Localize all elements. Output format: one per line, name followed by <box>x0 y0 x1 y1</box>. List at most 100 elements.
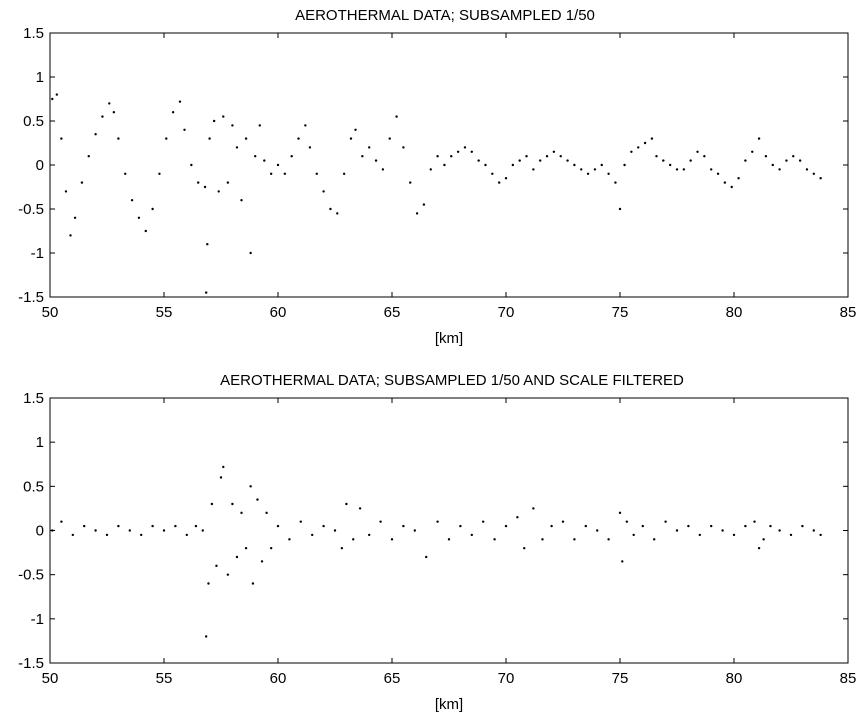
bottom-chart-data-point <box>219 476 223 479</box>
top-chart-data-point <box>415 212 419 215</box>
top-chart-data-point <box>101 115 104 118</box>
top-chart-data-point <box>73 216 77 219</box>
bottom-chart-data-point <box>596 529 599 532</box>
bottom-chart-data-point <box>819 533 822 537</box>
top-chart-data-point <box>349 137 353 140</box>
bottom-chart-data-point <box>470 533 473 537</box>
bottom-chart-data-point <box>276 524 280 528</box>
top-chart-data-point <box>703 155 706 158</box>
top-chart-data-point <box>497 181 501 184</box>
bottom-chart-x-tick-label: 60 <box>270 670 287 687</box>
top-chart-data-point <box>643 141 647 145</box>
top-chart-data-point <box>623 163 626 167</box>
bottom-chart-data-point <box>251 582 255 585</box>
bottom-chart-data-point <box>117 524 120 528</box>
top-chart-data-point <box>559 155 562 158</box>
top-chart-data-point <box>477 159 480 162</box>
bottom-chart-data-point <box>753 520 756 523</box>
top-chart-x-tick-label: 55 <box>156 304 173 321</box>
top-chart-data-point <box>108 102 111 105</box>
bottom-chart-y-tick-label: -0.5 <box>18 567 44 584</box>
bottom-chart-data-point <box>174 524 177 528</box>
bottom-chart-x-tick-label: 85 <box>840 670 857 687</box>
bottom-chart-data-point <box>698 533 701 537</box>
bottom-chart-data-point <box>215 564 218 568</box>
bottom-chart-data-point <box>710 524 713 528</box>
top-chart-data-point <box>716 172 720 175</box>
top-chart-data-point <box>183 128 186 131</box>
top-chart-data-point <box>388 137 391 140</box>
top-chart-data-point <box>723 181 727 184</box>
bottom-chart-data-point <box>482 520 485 523</box>
top-chart-data-point <box>254 155 257 158</box>
top-chart-data-point <box>361 155 364 158</box>
top-chart-y-ticks: 1.5 1 0.5 0 -0.5 -1 -1.5 <box>18 25 848 306</box>
bottom-chart-data-point <box>358 507 362 510</box>
top-chart-data-point <box>144 229 147 233</box>
top-chart-data-point <box>51 97 54 101</box>
top-chart-data-point <box>443 163 446 167</box>
bottom-chart-data-point <box>607 538 610 541</box>
top-chart-data-point <box>805 168 809 171</box>
bottom-chart-data-point <box>778 529 781 532</box>
top-chart-data-point <box>249 251 252 255</box>
bottom-chart-data-point <box>541 538 544 541</box>
bottom-chart-data-point <box>653 538 656 541</box>
bottom-chart-title: AEROTHERMAL DATA; SUBSAMPLED 1/50 AND SC… <box>220 372 684 389</box>
bottom-chart-points <box>51 465 822 638</box>
top-chart-data-point <box>171 111 175 114</box>
top-chart-data-point <box>730 185 733 189</box>
bottom-chart-data-point <box>493 538 496 541</box>
top-chart-data-point <box>263 159 266 162</box>
bottom-chart-data-point <box>240 511 243 515</box>
top-chart-data-point <box>130 199 134 202</box>
bottom-chart-data-point <box>812 529 815 532</box>
top-chart-data-point <box>573 163 576 167</box>
top-chart-data-point <box>552 150 556 153</box>
top-chart-data-point <box>283 172 287 175</box>
top-chart-data-point <box>778 168 781 171</box>
bottom-chart-data-point <box>390 538 394 541</box>
top-chart-data-point <box>112 111 116 114</box>
bottom-chart-data-point <box>675 529 679 532</box>
top-chart-plot-area <box>49 32 849 298</box>
bottom-chart-data-point <box>249 485 252 488</box>
top-chart-data-point <box>785 159 788 162</box>
top-chart-data-point <box>771 163 774 167</box>
bottom-chart-data-point <box>260 560 264 563</box>
top-chart-data-point <box>764 155 768 158</box>
top-chart-data-point <box>650 137 654 140</box>
top-chart-data-point <box>463 146 467 149</box>
top-chart-data-point <box>64 190 68 193</box>
bottom-chart-data-point <box>413 529 416 532</box>
bottom-chart-data-point <box>201 529 204 532</box>
top-chart-data-point <box>504 177 508 180</box>
bottom-chart-data-point <box>721 529 724 532</box>
top-chart-data-point <box>165 137 168 140</box>
top-chart-data-point <box>545 155 549 158</box>
top-chart-data-point <box>655 155 658 158</box>
top-chart-data-point <box>470 150 473 153</box>
top-chart-x-tick-label: 65 <box>384 304 401 321</box>
top-chart-data-point <box>675 168 679 171</box>
top-chart-data-point <box>751 150 754 153</box>
top-chart-y-tick-label: -1 <box>31 245 44 262</box>
bottom-chart-data-point <box>204 635 208 638</box>
bottom-chart-x-tick-label: 70 <box>498 670 515 687</box>
bottom-chart-data-point <box>625 520 629 523</box>
bottom-chart-y-tick-label: -1.5 <box>18 655 44 672</box>
top-chart-data-point <box>226 181 230 184</box>
bottom-chart-data-point <box>345 502 348 506</box>
top-chart-data-point <box>94 133 97 136</box>
bottom-chart-data-point <box>425 555 428 559</box>
bottom-chart-data-point <box>322 524 325 528</box>
top-chart-x-ticks: 50 55 60 65 70 75 80 85 <box>42 33 856 321</box>
bottom-chart-data-point <box>769 524 772 528</box>
bottom-chart-data-point <box>128 529 131 532</box>
top-chart-points <box>51 93 822 294</box>
bottom-chart-data-point <box>379 520 382 523</box>
bottom-chart-data-point <box>231 502 234 506</box>
top-chart: AEROTHERMAL DATA; SUBSAMPLED 1/50 50 55 60… <box>18 7 856 347</box>
bottom-chart-data-point <box>244 546 248 550</box>
top-chart-data-point <box>190 163 193 167</box>
